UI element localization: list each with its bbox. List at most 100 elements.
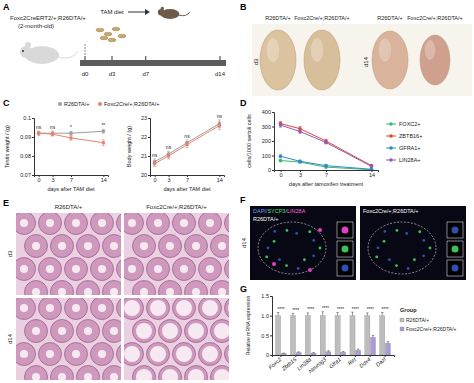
data-point [298,160,302,164]
tick-label: 14 [217,177,223,183]
bar [365,316,370,355]
tubule-lumen [32,327,40,335]
tubule [147,213,170,235]
tubule [199,298,222,320]
tubule-lumen [110,242,118,250]
error-cap [279,121,282,122]
tick: 3 [51,175,54,183]
significance: **** [307,307,314,312]
tubule [77,281,100,296]
tubule-lumen [166,242,174,250]
error-cap [307,312,309,313]
error-cap [70,140,73,141]
tubule [39,343,62,366]
tubule [117,213,122,235]
series-line [155,124,220,162]
tubule [159,281,182,296]
tubule-lumen [46,350,54,358]
tick-label: 20 [141,172,147,178]
tick: 0 [279,170,282,178]
arrow-head [145,9,150,15]
panel-label: G [240,284,247,294]
tick-mark [148,137,150,138]
error-bar [327,351,329,352]
tick-mark [310,355,311,357]
error-line [337,313,338,316]
timeline-tick [145,56,146,60]
error-bar [218,122,221,130]
y-axis-title: Relative mRNA expression [245,296,251,356]
error-cap [153,158,156,159]
error-cap [279,127,282,128]
legend-label: FOXC2+ [399,121,421,127]
tubule-lumen [98,265,106,273]
legend-marker [389,134,393,138]
y-axis: 00.51.01.5 [261,293,272,358]
tubule [133,320,156,343]
food-pellet [100,36,108,40]
error-bar [342,351,344,353]
significance: **** [277,307,284,312]
tick-label: 14 [369,172,375,178]
error-bar [325,141,328,144]
tick-label: 3 [167,177,170,183]
tick-mark [272,141,274,142]
tick: 0.08 [20,153,34,159]
error-cap [322,311,324,312]
tubule [25,235,48,258]
genotype-label: Foxc2CreERT2/+;R26DTA/+ [10,15,86,21]
error-line [352,312,353,316]
error-bar [37,131,40,135]
tubule [65,213,88,235]
tubule-lumen [46,219,54,227]
data-point [102,130,106,134]
significance: ns [152,152,158,158]
data-point [69,131,73,135]
tick-mark [280,355,281,357]
mouse-tail [58,51,78,58]
tick: 1.0 [261,313,272,319]
tick-mark [32,137,34,138]
y-axis-title: cells/1000 sertoli cells [246,114,252,168]
bar [296,353,301,355]
fluorescence-image [250,206,356,280]
inset-cell [342,227,349,234]
tubule-lumen [162,323,178,339]
tubule [103,320,122,343]
tick-label: Ret [347,356,358,366]
error-cap [279,122,282,123]
tick-mark [272,170,274,171]
inset-cell [452,246,459,253]
error-bar [277,313,279,316]
tubule-lumen [32,288,40,295]
legend-marker [389,122,393,126]
inset [337,222,353,238]
tubule-lumen [20,350,28,358]
data-point [51,132,55,136]
tick-label: 0 [279,172,282,178]
tick-label: 200 [262,138,271,144]
testis-highlight [379,38,392,61]
lin28a-cell [272,262,276,266]
error-cap [218,129,221,130]
tubule-lumen [46,265,54,273]
nucleus [312,239,315,242]
tubule [91,258,114,281]
axis-line [273,356,395,358]
tick: 0.09 [20,134,34,140]
error-bar [70,131,73,135]
data-point [37,131,41,135]
data-point [298,130,302,134]
error-line [307,313,308,316]
error-cap [153,166,156,167]
tick: 23 [141,115,150,121]
tubule [91,213,114,235]
tubule-lumen [110,373,118,380]
inset-cell [452,265,459,272]
legend-label: GFRA1+ [399,145,421,151]
data-point [298,160,302,164]
tick: 14 [369,170,375,178]
data-point [279,154,283,158]
testis-highlight [425,40,436,60]
tubule [65,258,88,281]
